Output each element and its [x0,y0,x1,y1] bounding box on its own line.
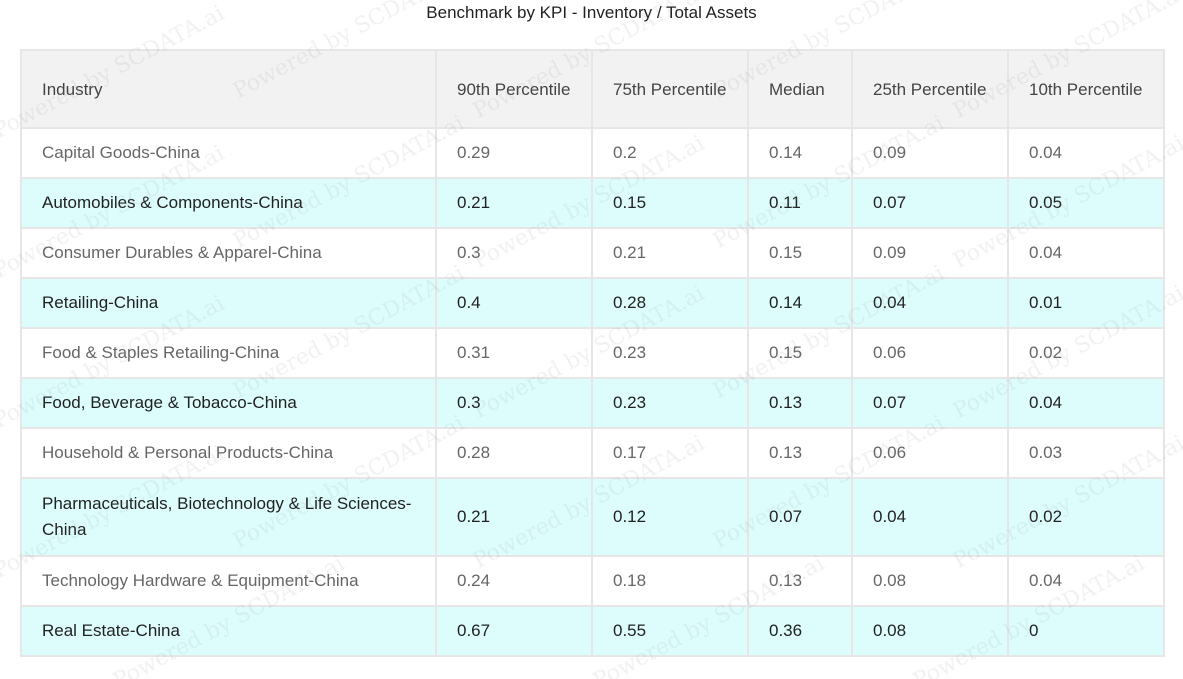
median-cell: 0.14 [747,127,853,179]
table-row: Real Estate-China 0.67 0.55 0.36 0.08 0 [20,605,1165,657]
p25-cell: 0.04 [851,477,1009,557]
p10-cell: 0 [1007,605,1165,657]
table-row: Consumer Durables & Apparel-China 0.3 0.… [20,227,1165,279]
industry-cell: Food, Beverage & Tobacco-China [20,377,437,429]
p25-cell: 0.06 [851,327,1009,379]
industry-cell: Technology Hardware & Equipment-China [20,555,437,607]
p25-cell: 0.09 [851,227,1009,279]
benchmark-table: Industry 90th Percentile 75th Percentile… [20,49,1165,657]
industry-cell: Retailing-China [20,277,437,329]
median-cell: 0.07 [747,477,853,557]
chart-title: Benchmark by KPI - Inventory / Total Ass… [426,3,757,22]
p90-cell: 0.21 [435,177,593,229]
median-cell: 0.15 [747,327,853,379]
median-cell: 0.36 [747,605,853,657]
p90-cell: 0.21 [435,477,593,557]
column-header-90th-percentile[interactable]: 90th Percentile [435,49,593,129]
p75-cell: 0.23 [591,377,749,429]
p90-cell: 0.67 [435,605,593,657]
table-row: Retailing-China 0.4 0.28 0.14 0.04 0.01 [20,277,1165,329]
p25-cell: 0.08 [851,605,1009,657]
p10-cell: 0.04 [1007,127,1165,179]
column-header-10th-percentile[interactable]: 10th Percentile [1007,49,1165,129]
p25-cell: 0.09 [851,127,1009,179]
median-cell: 0.15 [747,227,853,279]
p90-cell: 0.3 [435,227,593,279]
p25-cell: 0.04 [851,277,1009,329]
p10-cell: 0.03 [1007,427,1165,479]
median-cell: 0.13 [747,427,853,479]
median-cell: 0.13 [747,377,853,429]
p75-cell: 0.17 [591,427,749,479]
p75-cell: 0.55 [591,605,749,657]
median-cell: 0.11 [747,177,853,229]
p25-cell: 0.06 [851,427,1009,479]
p10-cell: 0.02 [1007,477,1165,557]
median-cell: 0.13 [747,555,853,607]
column-header-75th-percentile[interactable]: 75th Percentile [591,49,749,129]
p90-cell: 0.3 [435,377,593,429]
p25-cell: 0.07 [851,377,1009,429]
industry-cell: Capital Goods-China [20,127,437,179]
industry-cell: Real Estate-China [20,605,437,657]
industry-cell: Consumer Durables & Apparel-China [20,227,437,279]
p10-cell: 0.04 [1007,555,1165,607]
p10-cell: 0.01 [1007,277,1165,329]
p90-cell: 0.24 [435,555,593,607]
p75-cell: 0.15 [591,177,749,229]
p75-cell: 0.18 [591,555,749,607]
p75-cell: 0.21 [591,227,749,279]
table-row: Food & Staples Retailing-China 0.31 0.23… [20,327,1165,379]
p75-cell: 0.12 [591,477,749,557]
table-row: Household & Personal Products-China 0.28… [20,427,1165,479]
p10-cell: 0.05 [1007,177,1165,229]
industry-cell: Automobiles & Components-China [20,177,437,229]
column-header-25th-percentile[interactable]: 25th Percentile [851,49,1009,129]
industry-cell: Household & Personal Products-China [20,427,437,479]
p90-cell: 0.4 [435,277,593,329]
p90-cell: 0.28 [435,427,593,479]
column-header-industry[interactable]: Industry [20,49,437,129]
p90-cell: 0.29 [435,127,593,179]
table-header-row: Industry 90th Percentile 75th Percentile… [20,49,1165,129]
p10-cell: 0.02 [1007,327,1165,379]
table-row: Automobiles & Components-China 0.21 0.15… [20,177,1165,229]
industry-cell: Pharmaceuticals, Biotechnology & Life Sc… [20,477,437,557]
table-row: Pharmaceuticals, Biotechnology & Life Sc… [20,477,1165,557]
p90-cell: 0.31 [435,327,593,379]
p10-cell: 0.04 [1007,377,1165,429]
table-row: Capital Goods-China 0.29 0.2 0.14 0.09 0… [20,127,1165,179]
p75-cell: 0.23 [591,327,749,379]
table-row: Food, Beverage & Tobacco-China 0.3 0.23 … [20,377,1165,429]
industry-cell: Food & Staples Retailing-China [20,327,437,379]
p75-cell: 0.28 [591,277,749,329]
column-header-median[interactable]: Median [747,49,853,129]
median-cell: 0.14 [747,277,853,329]
p75-cell: 0.2 [591,127,749,179]
table-row: Technology Hardware & Equipment-China 0.… [20,555,1165,607]
p25-cell: 0.07 [851,177,1009,229]
p25-cell: 0.08 [851,555,1009,607]
p10-cell: 0.04 [1007,227,1165,279]
